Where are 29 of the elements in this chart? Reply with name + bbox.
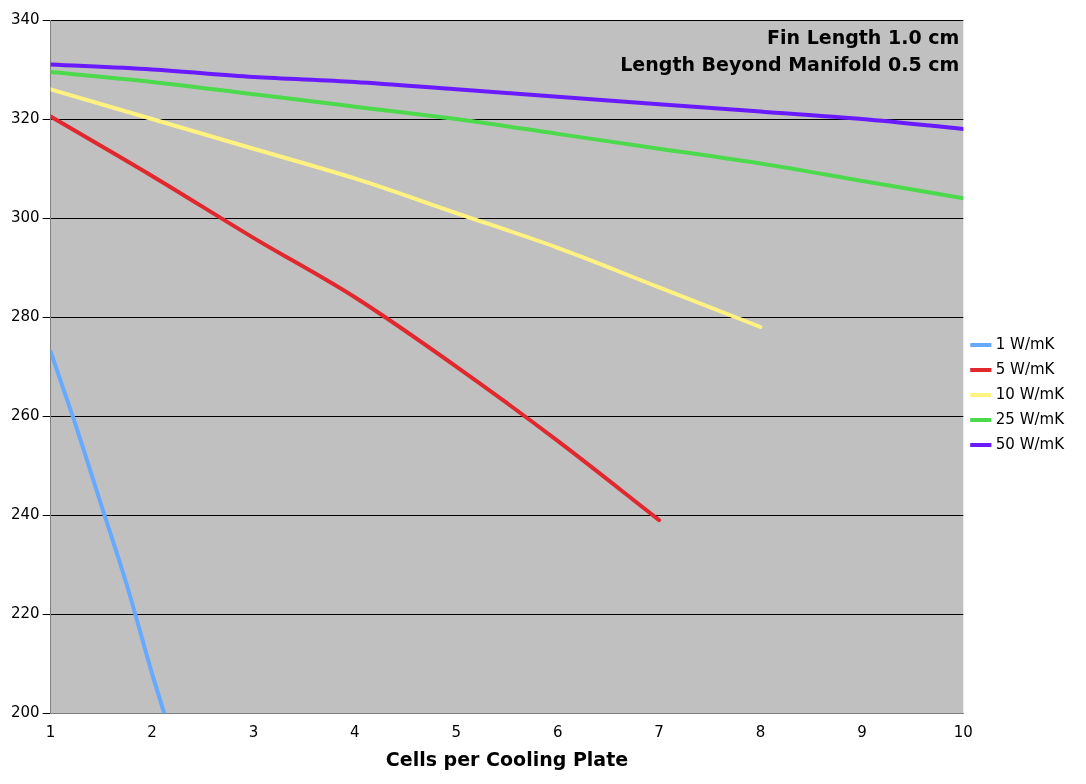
y-tick-label: 300 bbox=[10, 207, 40, 226]
x-tick-label: 8 bbox=[755, 723, 766, 742]
x-tick-label: 3 bbox=[248, 723, 259, 742]
annotation: Length Beyond Manifold 0.5 cm bbox=[620, 53, 960, 76]
y-tick-label: 260 bbox=[10, 406, 40, 424]
x-tick-label: 6 bbox=[552, 723, 563, 742]
y-tick-label: 280 bbox=[10, 306, 40, 325]
x-tick-label: 9 bbox=[857, 723, 867, 742]
line-series bbox=[50, 87, 763, 329]
legend-label: 10 W/mK bbox=[995, 384, 1066, 403]
x-tick-label: 4 bbox=[350, 723, 360, 742]
annotation: Fin Length 1.0 cm bbox=[767, 26, 960, 49]
y-tick-label: 240 bbox=[10, 505, 40, 524]
y-tick-label: 340 bbox=[10, 9, 40, 28]
y-tick-label: 220 bbox=[10, 604, 40, 623]
line-series bbox=[50, 349, 167, 714]
legend-label: 5 W/mK bbox=[995, 359, 1056, 378]
y-tick-label: 200 bbox=[10, 703, 40, 722]
y-tick-label: 320 bbox=[10, 108, 40, 127]
legend-label: 25 W/mK bbox=[995, 409, 1066, 428]
legend-label: 50 W/mK bbox=[995, 434, 1066, 453]
x-tick-label: 2 bbox=[147, 723, 157, 742]
x-tick-label: 10 bbox=[953, 723, 973, 742]
x-axis-title: Cells per Cooling Plate bbox=[385, 747, 629, 770]
legend-label: 1 W/mK bbox=[995, 334, 1056, 353]
x-tick-label: 7 bbox=[654, 723, 664, 742]
line-series bbox=[50, 114, 662, 523]
x-tick-label: 1 bbox=[45, 723, 56, 742]
x-tick-label: 5 bbox=[451, 723, 462, 742]
